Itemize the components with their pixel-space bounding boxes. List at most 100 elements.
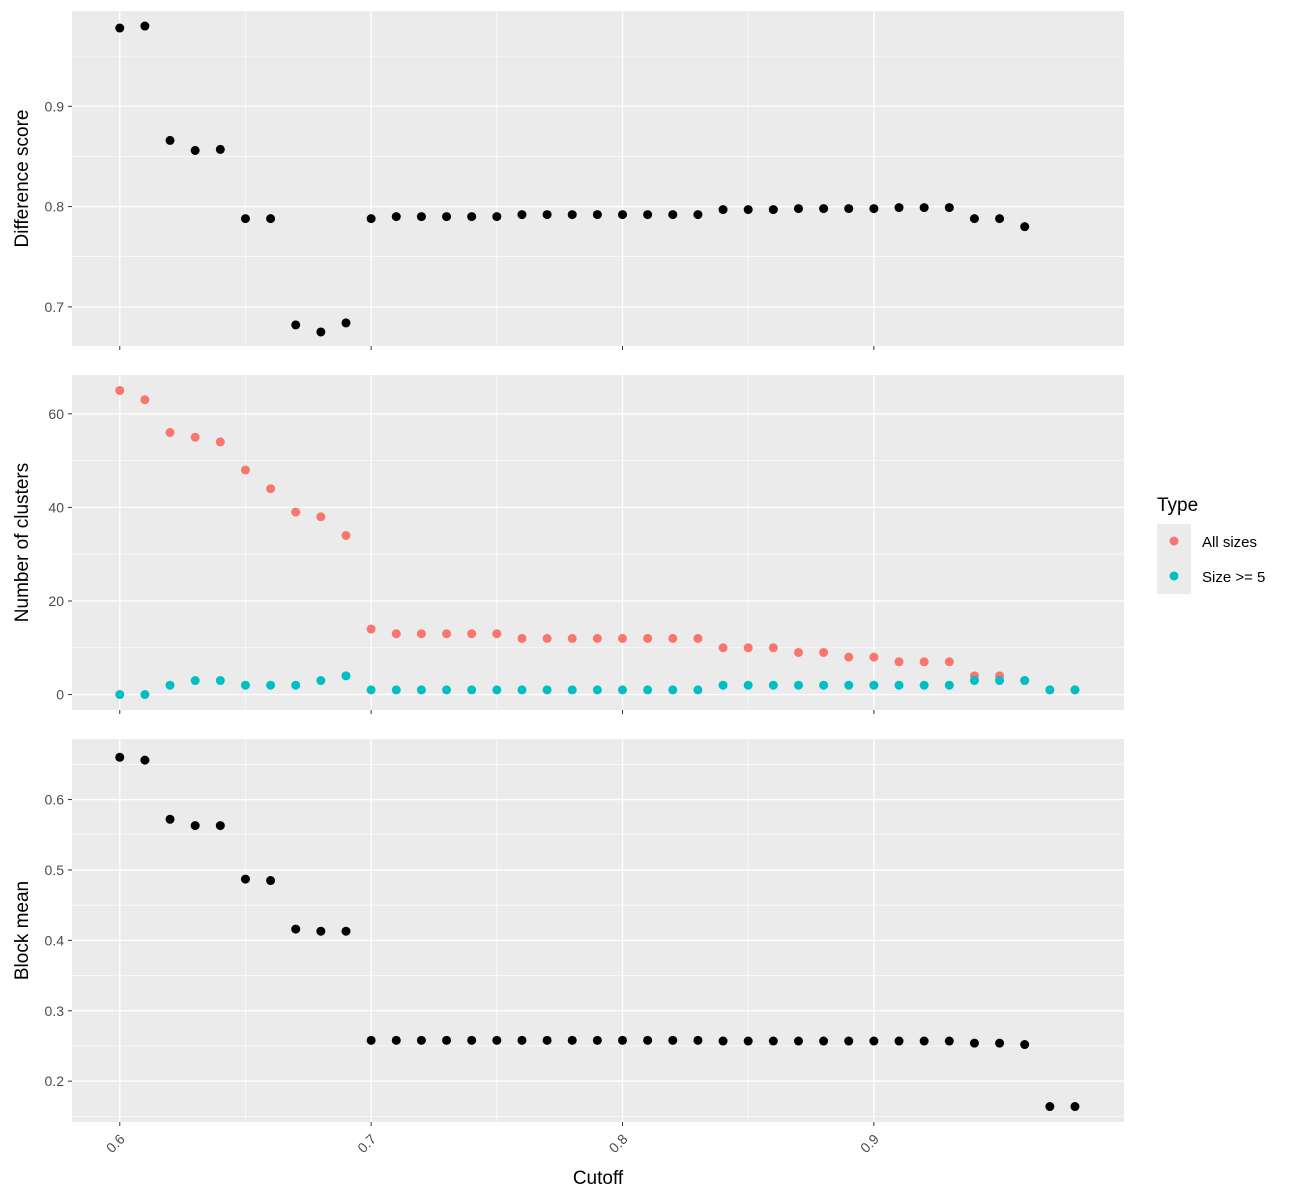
data-point (140, 21, 150, 31)
data-point (1020, 1040, 1030, 1050)
data-point (819, 1036, 829, 1046)
data-point (240, 465, 250, 475)
data-point (743, 205, 753, 215)
data-point (215, 144, 225, 154)
data-point (869, 652, 879, 662)
data-point (567, 210, 577, 220)
data-point (743, 1036, 753, 1046)
data-point (592, 1035, 602, 1045)
data-point (643, 633, 653, 643)
series-1 (115, 385, 1080, 695)
data-point (391, 629, 401, 639)
y-tick-label: 0 (56, 687, 64, 703)
data-point (366, 214, 376, 224)
panel-1: 0.7 0.8 0.9 Difference score (12, 11, 1124, 350)
panel-3: 0.2 0.3 0.4 0.5 0.6 Block mean (12, 739, 1124, 1126)
data-point (115, 752, 125, 762)
data-point (1070, 685, 1080, 695)
data-point (844, 652, 854, 662)
data-point (718, 1036, 728, 1046)
data-point (995, 1038, 1005, 1048)
data-point (341, 530, 351, 540)
data-point (693, 685, 703, 695)
data-point (718, 643, 728, 653)
y-tick-label: 0.2 (45, 1073, 65, 1089)
data-point (618, 210, 628, 220)
data-point (341, 318, 351, 328)
data-point (793, 647, 803, 657)
data-point (266, 876, 276, 886)
data-point (542, 633, 552, 643)
data-point (969, 676, 979, 686)
data-point (768, 1036, 778, 1046)
data-point (416, 212, 426, 222)
data-point (668, 1035, 678, 1045)
data-point (618, 1035, 628, 1045)
data-point (643, 685, 653, 695)
data-point (894, 1036, 904, 1046)
data-point (1045, 1102, 1055, 1112)
data-point (165, 135, 175, 145)
data-point (517, 633, 527, 643)
data-point (190, 821, 200, 831)
data-point (492, 212, 502, 222)
series-1 (115, 21, 1030, 337)
legend: Type All sizes Size >= 5 (1157, 495, 1265, 594)
x-axis-title: Cutoff (573, 1168, 624, 1189)
data-point (969, 214, 979, 224)
data-point (240, 874, 250, 884)
series-1 (115, 752, 1080, 1112)
data-point (115, 385, 125, 395)
data-point (1020, 676, 1030, 686)
data-point (291, 680, 301, 690)
y-tick-label: 0.9 (45, 98, 65, 114)
data-point (567, 1035, 577, 1045)
data-point (266, 214, 276, 224)
data-point (341, 926, 351, 936)
data-point (693, 210, 703, 220)
data-point (140, 755, 150, 765)
data-point (467, 1035, 477, 1045)
data-point (215, 676, 225, 686)
data-point (416, 1035, 426, 1045)
data-point (492, 629, 502, 639)
y-tick-label: 0.4 (45, 932, 65, 948)
data-point (668, 633, 678, 643)
legend-label-size-5: Size >= 5 (1202, 569, 1265, 586)
data-point (215, 437, 225, 447)
legend-key-background (1157, 524, 1191, 594)
data-point (919, 657, 929, 667)
data-point (743, 680, 753, 690)
panels: 0.7 0.8 0.9 Difference score 0 20 40 60 Number o… (12, 11, 1124, 1126)
data-point (894, 203, 904, 213)
data-point (240, 680, 250, 690)
data-point (793, 204, 803, 214)
data-point (844, 680, 854, 690)
data-point (869, 204, 879, 214)
data-point (190, 432, 200, 442)
data-point (919, 1036, 929, 1046)
data-point (115, 690, 125, 700)
data-point (819, 204, 829, 214)
data-point (416, 685, 426, 695)
data-point (291, 320, 301, 330)
data-point (944, 203, 954, 213)
data-point (995, 214, 1005, 224)
data-point (266, 484, 276, 494)
data-point (668, 685, 678, 695)
data-point (291, 507, 301, 517)
data-point (240, 214, 250, 224)
y-tick-label: 0.5 (45, 862, 65, 878)
data-point (819, 647, 829, 657)
data-point (995, 676, 1005, 686)
data-point (618, 685, 628, 695)
data-point (316, 512, 326, 522)
data-point (567, 633, 577, 643)
data-point (442, 1035, 452, 1045)
data-point (467, 212, 477, 222)
y-tick-label: 20 (48, 593, 64, 609)
panel-background (72, 375, 1124, 710)
data-point (618, 633, 628, 643)
data-point (366, 685, 376, 695)
data-point (492, 685, 502, 695)
